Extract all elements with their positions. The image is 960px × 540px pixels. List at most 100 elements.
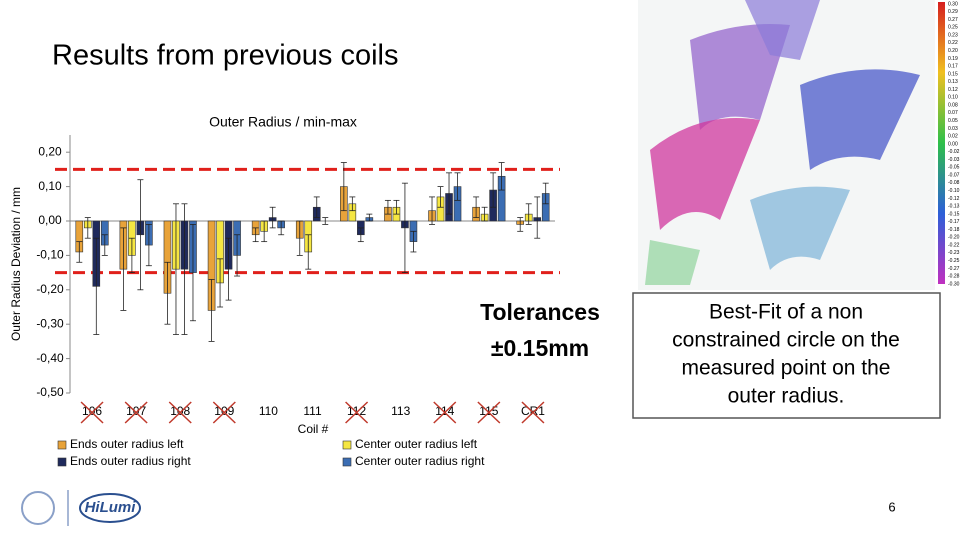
textbox-line: constrained circle on the [672, 329, 900, 352]
x-axis-label: Coil # [298, 422, 329, 436]
error-bar [269, 206, 276, 229]
error-bar [261, 220, 268, 243]
cross-out [433, 401, 457, 424]
legend-label: Center outer radius right [355, 454, 485, 468]
colorbar-label: 0.10 [948, 95, 958, 101]
colorbar-label: -0.08 [948, 180, 960, 186]
error-bar [340, 162, 347, 212]
error-bar [446, 172, 453, 215]
error-bar [322, 217, 329, 225]
colorbar-label: 0.27 [948, 17, 958, 23]
colorbar-label: 0.29 [948, 9, 958, 15]
cross-out [168, 401, 192, 424]
colorbar-label: 0.17 [948, 64, 958, 70]
colorbar-label: 0.20 [948, 48, 958, 54]
error-bar [454, 172, 461, 201]
colorbar-label: -0.15 [948, 211, 960, 217]
legend-swatch [57, 440, 67, 450]
colorbar-label: -0.30 [948, 281, 960, 287]
error-bar [181, 203, 188, 335]
y-tick-label: -0,10 [36, 248, 64, 262]
cross-out [521, 401, 545, 424]
error-bar [542, 182, 549, 205]
colorbar-label: -0.10 [948, 188, 960, 194]
error-bar [437, 186, 444, 208]
colorbar-label: -0.17 [948, 219, 960, 225]
error-bar [490, 172, 497, 208]
error-bar [128, 237, 135, 274]
colorbar-label: -0.05 [948, 165, 960, 171]
error-bar [498, 162, 505, 191]
y-tick-label: 0,00 [38, 213, 62, 227]
error-bar [137, 179, 144, 291]
error-bar [517, 217, 524, 232]
legend-label: Center outer radius left [355, 437, 478, 451]
error-bar [384, 199, 391, 215]
colorbar-label: -0.07 [948, 172, 960, 178]
x-tick-label: CR1 [521, 404, 545, 418]
colorbar-label: 0.05 [948, 118, 958, 124]
x-tick-label: 113 [391, 404, 410, 418]
error-bar [473, 196, 480, 218]
textbox-frame [632, 292, 941, 419]
colorbar-label: 0.23 [948, 32, 958, 38]
y-axis-label: Outer Radius Deviation / mm [9, 187, 23, 341]
scan-image [638, 0, 945, 290]
logos: HiLumi [21, 490, 141, 526]
colorbar-label: -0.02 [948, 149, 960, 155]
cross-out [345, 401, 369, 424]
colorbar-label: -0.28 [948, 274, 960, 280]
error-bar [534, 196, 541, 239]
error-bar [225, 237, 232, 301]
annotation: ±0.15mm [491, 335, 589, 361]
colorbar-label: 0.00 [948, 141, 958, 147]
error-bar [525, 203, 532, 225]
error-bar [296, 220, 303, 256]
y-tick-label: 0,20 [38, 144, 62, 158]
y-tick-label: -0,30 [36, 316, 64, 330]
error-bar [84, 217, 91, 239]
colorbar-label: -0.22 [948, 242, 960, 248]
y-tick-label: -0,50 [36, 385, 64, 399]
cross-out [80, 401, 104, 424]
error-bar [410, 230, 417, 253]
colorbar-label: 0.15 [948, 71, 958, 77]
error-bar [481, 206, 488, 222]
colorbar-label: 0.08 [948, 102, 958, 108]
textbox-line: Best-Fit of a non [709, 301, 863, 324]
legend-swatch [342, 440, 352, 450]
colorbar-label: 0.22 [948, 40, 958, 46]
colorbar-label: 0.19 [948, 56, 958, 62]
y-tick-label: 0,10 [38, 179, 62, 193]
colorbar-label: 0.13 [948, 79, 958, 85]
error-bar [357, 227, 364, 243]
error-bar [189, 224, 196, 322]
textbox-line: outer radius. [728, 385, 845, 408]
error-bar [278, 220, 285, 236]
y-tick-label: -0,20 [36, 282, 64, 296]
colorbar-label: 0.03 [948, 126, 958, 132]
legend-label: Ends outer radius right [70, 454, 191, 468]
annotation: Tolerances [480, 299, 600, 325]
error-bar [429, 196, 436, 225]
y-tick-label: -0,40 [36, 351, 64, 365]
colorbar-label: -0.23 [948, 250, 960, 256]
colorbar-label: -0.25 [948, 258, 960, 264]
colorbar-label: 0.07 [948, 110, 958, 116]
legend-swatch [57, 457, 67, 467]
page-number: 6 [888, 499, 895, 514]
textbox-line: measured point on the [682, 357, 891, 380]
legend-swatch [342, 457, 352, 467]
logo-text: HiLumi [85, 499, 137, 516]
error-bar [164, 261, 171, 325]
error-bar [145, 224, 152, 267]
colorbar-label: -0.12 [948, 196, 960, 202]
error-bar [93, 237, 100, 335]
error-bar [349, 196, 356, 212]
cross-out [124, 401, 148, 424]
cross-out [477, 401, 501, 424]
colorbar-label: -0.27 [948, 266, 960, 272]
colorbar-label: 0.02 [948, 134, 958, 140]
error-bar [252, 227, 259, 243]
